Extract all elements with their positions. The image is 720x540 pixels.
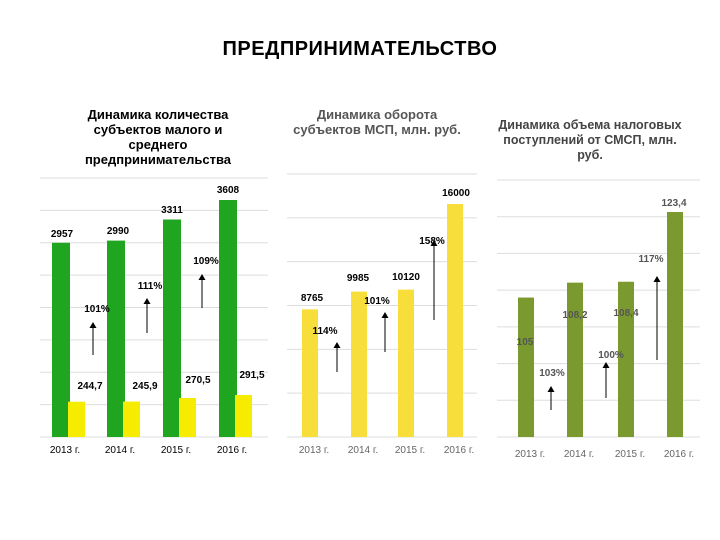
chart1-data-label: 3311 bbox=[161, 205, 183, 216]
chart2-title: Динамика оборота субъектов МСП, млн. руб… bbox=[293, 107, 461, 137]
chart1-x-tick: 2015 г. bbox=[161, 445, 191, 456]
chart3-data-label: 108,2 bbox=[562, 310, 587, 321]
chart1-bar-green bbox=[219, 200, 237, 437]
chart2-x-tick: 2014 г. bbox=[348, 445, 378, 456]
chart2-x-tick: 2015 г. bbox=[395, 445, 425, 456]
chart3-growth-label: 117% bbox=[638, 254, 663, 265]
chart2-x-tick: 2013 г. bbox=[299, 445, 329, 456]
chart1-bar-green bbox=[163, 219, 181, 437]
chart1-data-label: 3608 bbox=[217, 185, 240, 196]
chart3-growth-arrow bbox=[653, 276, 661, 360]
chart2-growth-arrow bbox=[430, 240, 438, 320]
chart2-data-label: 8765 bbox=[301, 293, 324, 304]
chart2-growth-label: 158% bbox=[419, 236, 445, 247]
chart3-bar bbox=[518, 297, 534, 437]
chart2-growth-arrow bbox=[333, 342, 341, 372]
chart1-growth-arrow bbox=[143, 298, 151, 333]
chart1-data-label: 244,7 bbox=[77, 381, 102, 392]
chart1-growth-arrow bbox=[89, 322, 97, 355]
chart1-data-label: 291,5 bbox=[239, 370, 264, 381]
chart2-data-label: 16000 bbox=[442, 188, 470, 199]
chart2-x-tick: 2016 г. bbox=[444, 445, 474, 456]
chart1-growth-label: 101% bbox=[84, 304, 110, 315]
chart2-growth-label: 114% bbox=[312, 326, 337, 337]
chart1-bar-yellow bbox=[123, 401, 140, 437]
chart3-bar bbox=[618, 281, 634, 437]
chart3-data-label: 123,4 bbox=[661, 198, 686, 209]
chart3-x-tick: 2013 г. bbox=[515, 449, 545, 460]
chart1-bar-green bbox=[107, 240, 125, 437]
chart1-bar-yellow bbox=[235, 395, 252, 437]
chart1-bar-yellow bbox=[68, 401, 85, 437]
chart3-growth-label: 100% bbox=[598, 350, 624, 361]
chart2-bar bbox=[398, 289, 414, 437]
chart3-bar bbox=[667, 212, 683, 437]
chart3-x-tick: 2015 г. bbox=[615, 449, 645, 460]
chart2-bar bbox=[447, 204, 463, 437]
chart3-growth-arrow bbox=[547, 386, 555, 410]
chart2-bar bbox=[351, 291, 367, 437]
chart1-data-label: 245,9 bbox=[132, 381, 157, 392]
chart2-bar bbox=[302, 309, 318, 437]
chart3-data-label: 105 bbox=[517, 337, 534, 348]
chart3-growth-label: 103% bbox=[539, 368, 565, 379]
chart3-bar bbox=[567, 282, 583, 437]
chart1-title: Динамика количества субъектов малого и с… bbox=[84, 107, 232, 167]
chart1-bar-green bbox=[52, 242, 70, 437]
chart2-data-label: 10120 bbox=[392, 272, 420, 283]
chart3-data-label: 108,4 bbox=[613, 308, 638, 319]
chart2-growth-label: 101% bbox=[364, 296, 390, 307]
chart3-growth-arrow bbox=[602, 362, 610, 398]
chart1-data-label: 270,5 bbox=[185, 375, 210, 386]
chart1-x-tick: 2014 г. bbox=[105, 445, 135, 456]
chart1-x-tick: 2013 г. bbox=[50, 445, 80, 456]
page-title: ПРЕДПРИНИМАТЕЛЬСТВО bbox=[222, 38, 498, 60]
chart1-x-tick: 2016 г. bbox=[217, 445, 247, 456]
chart1-growth-label: 111% bbox=[138, 281, 163, 292]
chart1-growth-label: 109% bbox=[193, 256, 219, 267]
chart3-x-tick: 2016 г. bbox=[664, 449, 694, 460]
chart1-bar-yellow bbox=[179, 398, 196, 437]
chart2-growth-arrow bbox=[381, 312, 389, 352]
chart1-data-label: 2990 bbox=[107, 226, 130, 237]
chart3-x-tick: 2014 г. bbox=[564, 449, 594, 460]
chart1-growth-arrow bbox=[198, 274, 206, 308]
chart1-data-label: 2957 bbox=[51, 229, 74, 240]
chart3-title: Динамика объема налоговых поступлений от… bbox=[498, 118, 682, 162]
chart2-data-label: 9985 bbox=[347, 273, 370, 284]
